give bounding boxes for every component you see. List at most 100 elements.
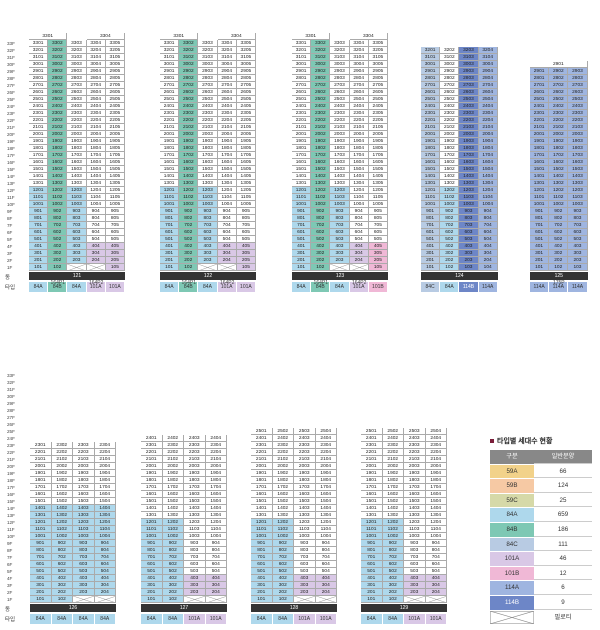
unit-cell: 2401 — [530, 103, 550, 110]
pilotis-cell — [349, 264, 369, 271]
unit-cell: 1902 — [382, 470, 404, 477]
unit-cell: 903 — [330, 208, 350, 215]
unit-cell: 102 — [162, 596, 184, 603]
unit-cell: 602 — [311, 229, 331, 236]
unit-cell: 1101 — [292, 194, 312, 201]
floor-label: 21F — [7, 125, 15, 130]
unit-cell: 603 — [330, 229, 350, 236]
unit-cell: 1504 — [94, 498, 116, 505]
legend-value: 9 — [534, 595, 592, 610]
floor-label: 16F — [7, 160, 15, 165]
unit-cell: 804 — [478, 215, 498, 222]
unit-cell: 901 — [530, 208, 550, 215]
unit-cell: 1603 — [294, 491, 316, 498]
unit-cell: 2603 — [198, 89, 218, 96]
unit-cell: 905 — [368, 208, 388, 215]
dong-band: 124 — [421, 272, 498, 280]
unit-cell: 2202 — [549, 117, 569, 124]
unit-cell: 1704 — [478, 152, 498, 159]
unit-cell: 1604 — [315, 491, 337, 498]
unit-cell: 2305 — [236, 110, 256, 117]
unit-cell: 2503 — [67, 96, 87, 103]
unit-cell: 1103 — [73, 526, 95, 533]
unit-cell: 605 — [236, 229, 256, 236]
type-cell: 84C — [421, 282, 441, 292]
unit-cell: 1402 — [179, 173, 199, 180]
unit-cell: 2102 — [48, 124, 68, 131]
unit-cell: 2402 — [272, 435, 294, 442]
unit-cell: 1501 — [251, 498, 273, 505]
unit-cell: 1602 — [440, 159, 460, 166]
unit-cell: 303 — [67, 250, 87, 257]
unit-cell: 801 — [292, 215, 312, 222]
unit-cell: 2504 — [315, 428, 337, 435]
unit-cell: 801 — [29, 215, 49, 222]
unit-cell: 202 — [382, 589, 404, 596]
unit-cell: 1602 — [382, 491, 404, 498]
unit-cell: 2202 — [440, 117, 460, 124]
unit-cell: 1901 — [141, 470, 163, 477]
unit-cell: 1804 — [315, 477, 337, 484]
unit-cell: 803 — [198, 215, 218, 222]
type-label: 타입 — [5, 617, 16, 623]
unit-cell: 2303 — [404, 442, 426, 449]
unit-cell: 2902 — [311, 68, 331, 75]
unit-cell: 1804 — [205, 477, 227, 484]
unit-cell: 902 — [51, 540, 73, 547]
unit-cell: 1801 — [361, 477, 383, 484]
unit-cell: 202 — [162, 589, 184, 596]
unit-cell: 2303 — [330, 110, 350, 117]
unit-cell: 601 — [160, 229, 180, 236]
unit-cell: 2401 — [141, 435, 163, 442]
unit-cell: 502 — [272, 568, 294, 575]
unit-cell: 2502 — [382, 428, 404, 435]
unit-cell: 3104 — [217, 54, 237, 61]
unit-cell: 1404 — [315, 505, 337, 512]
unit-cell: 1204 — [425, 519, 447, 526]
unit-cell: 1604 — [86, 159, 106, 166]
unit-cell: 2405 — [236, 103, 256, 110]
unit-cell: 2104 — [217, 124, 237, 131]
unit-cell: 701 — [530, 222, 550, 229]
unit-cell: 1702 — [440, 152, 460, 159]
unit-cell: 2005 — [368, 131, 388, 138]
legend-key: 101A — [490, 552, 534, 566]
unit-cell: 203 — [73, 589, 95, 596]
unit-cell: 1303 — [73, 512, 95, 519]
unit-cell: 3102 — [440, 54, 460, 61]
unit-cell: 1202 — [440, 187, 460, 194]
unit-cell: 2304 — [94, 442, 116, 449]
unit-cell: 2701 — [29, 82, 49, 89]
unit-cell: 1804 — [86, 145, 106, 152]
unit-cell: 1204 — [94, 519, 116, 526]
type-cell: 114A — [478, 282, 498, 292]
unit-cell: 2201 — [421, 117, 441, 124]
dong-label: 동 — [5, 275, 11, 281]
unit-cell: 904 — [349, 208, 369, 215]
unit-cell: 1501 — [160, 166, 180, 173]
unit-cell: 501 — [292, 236, 312, 243]
unit-cell: 2105 — [105, 124, 125, 131]
unit-cell: 1702 — [179, 152, 199, 159]
unit-cell: 1303 — [294, 512, 316, 519]
unit-cell: 1701 — [141, 484, 163, 491]
subtype-label: 164P2 — [88, 280, 104, 286]
unit-cell: 2002 — [311, 131, 331, 138]
unit-cell: 1503 — [67, 166, 87, 173]
unit-cell: 2001 — [251, 463, 273, 470]
unit-cell: 2201 — [251, 449, 273, 456]
unit-cell: 401 — [251, 575, 273, 582]
unit-cell: 1001 — [530, 201, 550, 208]
unit-cell: 101 — [251, 596, 273, 603]
unit-cell: 201 — [292, 257, 312, 264]
unit-cell: 2101 — [292, 124, 312, 131]
unit-cell: 1801 — [29, 145, 49, 152]
unit-cell: 1104 — [94, 526, 116, 533]
unit-cell: 2605 — [236, 89, 256, 96]
unit-cell: 1704 — [425, 484, 447, 491]
unit-cell: 1503 — [330, 166, 350, 173]
type-cell: 84A — [251, 614, 273, 624]
unit-cell: 2403 — [294, 435, 316, 442]
subtype-label: 164P2 — [219, 280, 235, 286]
unit-cell: 901 — [292, 208, 312, 215]
